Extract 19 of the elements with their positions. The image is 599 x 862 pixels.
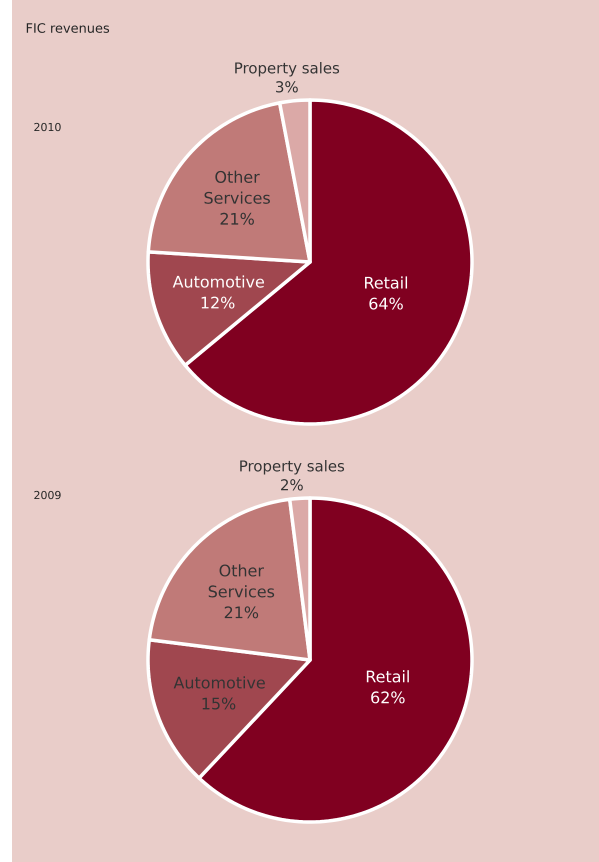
chart-title: FIC revenues <box>26 23 110 33</box>
slice-label: Retail <box>366 670 409 683</box>
data-label: 21% <box>220 212 254 225</box>
data-label: 3% <box>276 81 298 92</box>
data-label: 21% <box>224 606 258 618</box>
slice-label: Property sales <box>235 62 340 76</box>
slice-label: Other Services <box>204 170 270 204</box>
text: 2010 <box>34 122 61 132</box>
slice-label: Other Services <box>208 564 274 598</box>
slice-label: Automotive <box>172 275 264 288</box>
data-label: 62% <box>371 691 405 704</box>
data-label: 64% <box>369 298 403 310</box>
data-label: 15% <box>202 697 236 710</box>
slice-label: Automotive <box>174 676 265 689</box>
data-label: 12% <box>202 296 234 309</box>
text: 2009 <box>34 490 61 500</box>
data-label: 2% <box>281 479 303 490</box>
slice-label: Retail <box>365 276 408 289</box>
slice-label: Property sales <box>240 460 344 474</box>
